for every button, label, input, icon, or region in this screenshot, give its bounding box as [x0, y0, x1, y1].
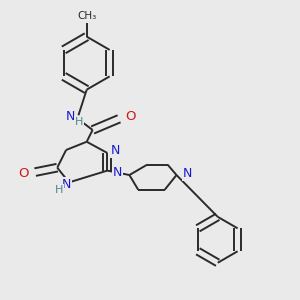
- Text: N: N: [66, 110, 75, 123]
- Text: O: O: [18, 167, 29, 180]
- Text: H: H: [75, 117, 83, 127]
- Text: N: N: [111, 144, 120, 157]
- Text: N: N: [61, 178, 71, 191]
- Text: N: N: [113, 166, 122, 179]
- Text: O: O: [126, 110, 136, 123]
- Text: CH₃: CH₃: [77, 11, 96, 21]
- Text: N: N: [183, 167, 192, 180]
- Text: H: H: [55, 185, 63, 195]
